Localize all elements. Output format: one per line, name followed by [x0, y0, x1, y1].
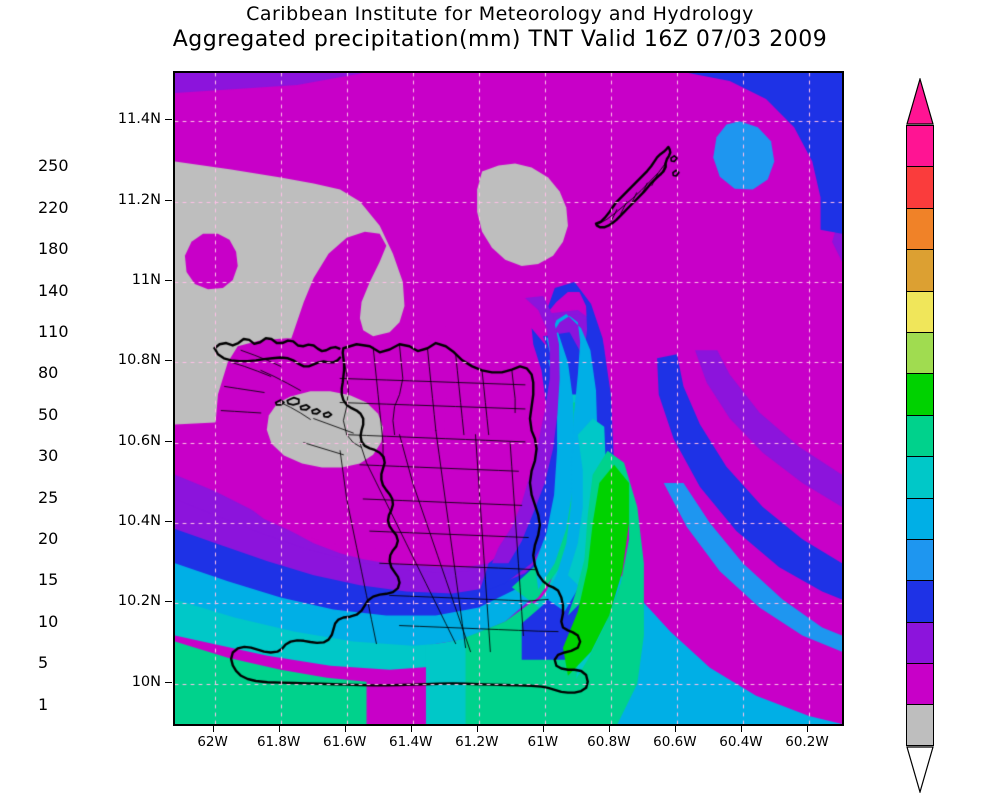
y-tick-mark	[165, 601, 172, 603]
colorbar-swatch	[906, 621, 934, 664]
colorbar-tick-label: 220	[38, 197, 69, 217]
x-tick-label: 62W	[197, 734, 228, 750]
x-tick-mark	[674, 725, 676, 732]
y-tick-label: 10.8N	[117, 352, 161, 369]
colorbar-swatch	[906, 538, 934, 581]
colorbar-swatch	[906, 580, 934, 622]
colorbar-tick-label: 10	[38, 611, 59, 631]
x-tick-label: 60.8W	[587, 734, 631, 750]
x-tick-mark	[806, 725, 808, 732]
colorbar-swatch	[906, 331, 934, 374]
page-title-line-1: Caribbean Institute for Meteorology and …	[246, 3, 754, 25]
colorbar-tick-label: 20	[38, 529, 59, 549]
x-tick-mark	[212, 725, 214, 732]
y-tick-label: 10.6N	[117, 432, 161, 449]
colorbar-under-arrow	[906, 746, 934, 795]
colorbar-swatch	[906, 207, 934, 250]
title-block: Caribbean Institute for Meteorology and …	[0, 2, 1000, 52]
colorbar-swatch	[906, 373, 934, 415]
colorbar-tick-label: 180	[38, 239, 69, 259]
colorbar-tick-label: 15	[38, 570, 59, 590]
colorbar	[906, 125, 934, 746]
colorbar-tick-label: 1	[38, 694, 49, 714]
colorbar-tick-label: 110	[38, 322, 69, 342]
colorbar-swatch	[906, 290, 934, 332]
colorbar-over-arrow	[906, 76, 934, 125]
colorbar-tick-label: 5	[38, 653, 49, 673]
x-tick-label: 61.6W	[322, 734, 367, 750]
x-tick-label: 60.4W	[719, 734, 763, 750]
colorbar-tick-label: 140	[38, 280, 69, 300]
x-tick-label: 61.4W	[389, 734, 433, 750]
colorbar-swatch	[906, 249, 934, 291]
colorbar-swatch	[906, 497, 934, 539]
y-tick-mark	[165, 681, 172, 683]
colorbar-tick-label: 25	[38, 487, 59, 507]
colorbar-swatch	[906, 456, 934, 498]
colorbar-swatch	[906, 166, 934, 208]
page-title-line-2: Aggregated precipitation(mm) TNT Valid 1…	[172, 27, 828, 52]
x-tick-label: 61.2W	[455, 734, 499, 750]
y-tick-label: 11.4N	[117, 111, 161, 128]
colorbar-swatch	[906, 125, 934, 167]
precipitation-contour-map	[173, 71, 844, 726]
colorbar-tick-label: 50	[38, 404, 59, 424]
x-tick-label: 61W	[527, 734, 559, 750]
x-tick-mark	[542, 725, 544, 732]
y-tick-label: 10.4N	[117, 513, 161, 530]
y-tick-mark	[165, 119, 172, 121]
x-tick-mark	[476, 725, 478, 732]
y-tick-label: 11.2N	[117, 191, 161, 208]
y-tick-label: 10N	[131, 673, 161, 690]
colorbar-swatch	[906, 414, 934, 457]
y-tick-mark	[165, 521, 172, 523]
y-tick-label: 11N	[131, 271, 161, 288]
contour-field-canvas	[175, 73, 842, 724]
x-tick-mark	[278, 725, 280, 732]
x-tick-label: 61.8W	[256, 734, 301, 750]
x-tick-label: 60.6W	[653, 734, 697, 750]
x-tick-mark	[410, 725, 412, 732]
y-tick-mark	[165, 199, 172, 201]
colorbar-tick-label: 30	[38, 446, 59, 466]
y-tick-mark	[165, 360, 172, 362]
colorbar-swatch	[906, 663, 934, 705]
y-tick-mark	[165, 279, 172, 281]
colorbar-swatch	[906, 704, 934, 746]
x-tick-mark	[740, 725, 742, 732]
x-tick-label: 60.2W	[785, 734, 829, 750]
y-tick-label: 10.2N	[117, 593, 161, 610]
x-tick-mark	[344, 725, 346, 732]
x-tick-mark	[608, 725, 610, 732]
colorbar-tick-label: 250	[38, 156, 69, 176]
y-tick-mark	[165, 440, 172, 442]
colorbar-tick-label: 80	[38, 363, 59, 383]
